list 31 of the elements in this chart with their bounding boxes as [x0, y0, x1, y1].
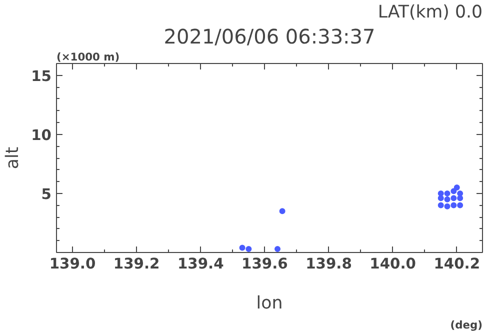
- point: [444, 203, 450, 210]
- y-axis-title: alt: [3, 146, 24, 170]
- text: (×1000 m): [56, 50, 120, 64]
- y-tick-label: 10: [31, 126, 52, 144]
- y-tick-label: 5: [41, 186, 52, 203]
- x-tick-label: 139.2: [113, 256, 160, 272]
- point: [274, 246, 281, 252]
- point: [279, 208, 286, 214]
- x-tick-label: 139.4: [177, 256, 224, 272]
- y-tick-label: 15: [31, 68, 52, 85]
- point: [454, 184, 460, 191]
- text: (deg): [450, 318, 483, 331]
- x-tick-label: 139.6: [242, 256, 288, 272]
- point: [246, 246, 252, 252]
- point: [450, 195, 457, 202]
- point: [438, 190, 444, 196]
- x-tick-label: 140.2: [434, 256, 480, 272]
- text: LAT(km) 0.0: [378, 2, 483, 22]
- x-tick-label: 139.0: [49, 256, 96, 272]
- point: [444, 196, 450, 202]
- point: [457, 202, 464, 208]
- x-tick-label: 139.8: [306, 256, 352, 272]
- point: [438, 202, 444, 208]
- x-tick-label: 140.0: [370, 256, 416, 272]
- x-axis-title: lon: [256, 294, 283, 314]
- point: [444, 190, 450, 196]
- chart-title: 2021/06/06 06:33:37: [164, 24, 376, 48]
- point: [457, 190, 464, 196]
- point: [450, 202, 457, 208]
- point: [239, 244, 246, 251]
- point: [450, 188, 457, 194]
